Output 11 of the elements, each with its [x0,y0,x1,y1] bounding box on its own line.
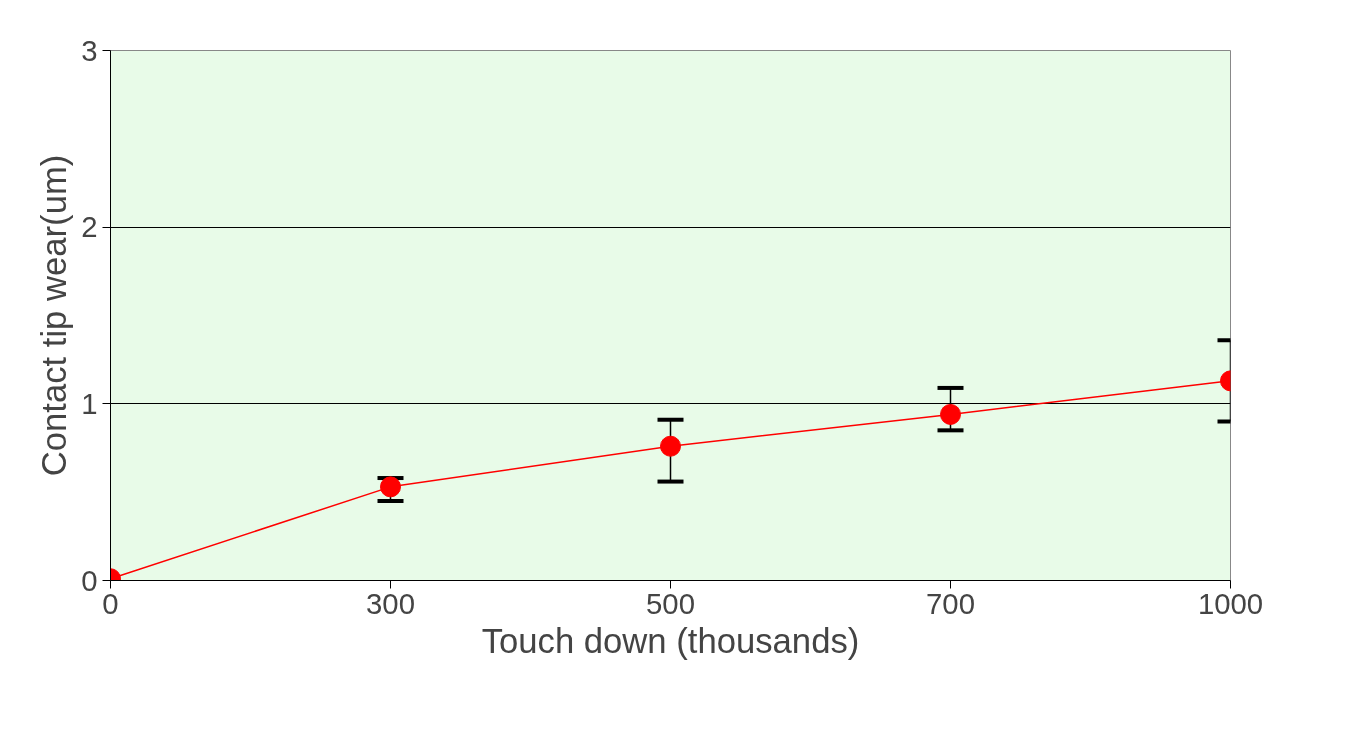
x-tick-label: 1000 [1197,586,1264,620]
y-tick-label: 3 [81,33,98,67]
x-tick-label: 0 [102,586,119,620]
x-tick-label: 500 [646,586,695,620]
y-axis-title: Contact tip wear(um) [35,154,74,477]
x-tick-label: 700 [926,586,975,620]
y-tick-label: 1 [81,386,98,420]
y-tick-label: 0 [81,563,98,597]
x-tick-label: 300 [366,586,415,620]
y-tick-label: 2 [81,210,98,244]
x-axis-title: Touch down (thousands) [481,621,860,660]
